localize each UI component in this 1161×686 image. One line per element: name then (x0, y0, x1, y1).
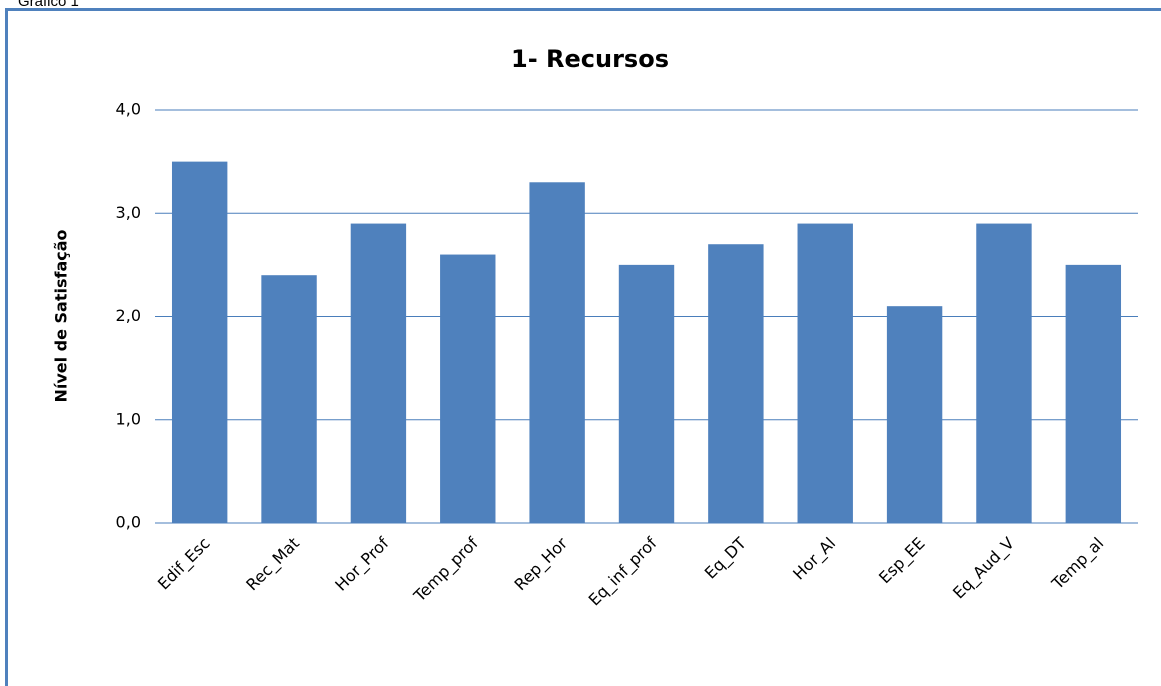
chart-title: 1- Recursos (511, 45, 669, 73)
x-tick-label: Eq_DT (701, 533, 751, 583)
x-tick-label: Edif_Esc (154, 534, 215, 595)
bar (440, 254, 496, 524)
x-tick-label: Eq_inf_prof (585, 533, 662, 610)
bar (797, 223, 853, 523)
bar (171, 161, 228, 523)
x-tick-label: Hor_Prof (331, 533, 393, 595)
x-tick-label: Esp_EE (875, 534, 929, 588)
y-tick-label: 3,0 (116, 203, 141, 222)
bar (350, 223, 407, 523)
x-tick-label: Rep_Hor (510, 533, 572, 595)
y-axis-label: Nível de Satisfação (52, 229, 71, 402)
bar (708, 244, 764, 523)
chart-frame (5, 8, 1161, 686)
y-tick-label: 2,0 (116, 306, 141, 325)
bar (1065, 264, 1122, 523)
y-tick-label: 0,0 (116, 513, 141, 532)
y-tick-label: 1,0 (116, 409, 141, 428)
bar (529, 182, 585, 523)
y-tick-label: 4,0 (116, 100, 141, 119)
bar (261, 275, 317, 523)
caption: Gráfico 1 (18, 0, 79, 10)
x-tick-label: Eq_Aud_V (949, 534, 1019, 604)
x-tick-label: Temp_al (1047, 534, 1108, 595)
bar (886, 306, 943, 523)
bar (976, 223, 1032, 523)
bar (618, 264, 675, 523)
x-tick-label: Rec_Mat (242, 534, 303, 595)
x-tick-label: Hor_Al (789, 534, 840, 585)
x-tick-label: Temp_prof (409, 533, 482, 606)
